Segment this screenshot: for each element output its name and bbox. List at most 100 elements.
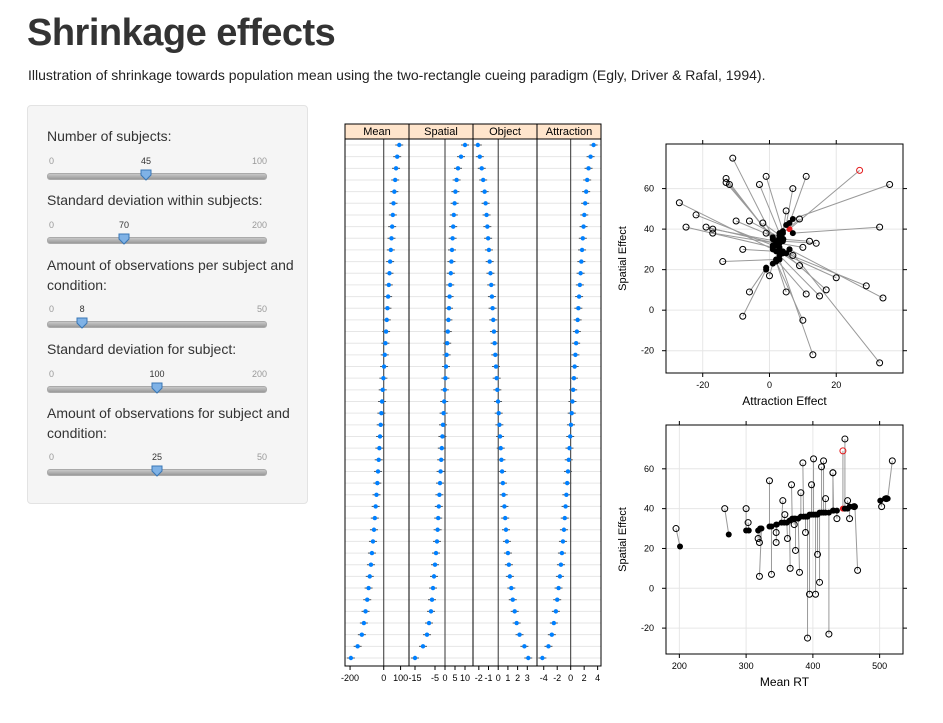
slider-track[interactable] <box>47 173 267 180</box>
data-point <box>445 341 450 346</box>
slider-handle[interactable] <box>151 382 163 394</box>
shrunk-point <box>763 266 770 273</box>
data-point <box>540 655 545 661</box>
raw-point <box>745 288 753 296</box>
raw-point <box>692 211 700 219</box>
data-point <box>581 224 586 229</box>
shrinkage-arrow <box>782 252 837 279</box>
data-point <box>483 201 488 206</box>
data-point <box>485 224 490 229</box>
shrunk-point <box>776 244 783 251</box>
shrunk-point <box>779 230 786 237</box>
data-point <box>551 620 557 626</box>
x-tick-label: 4 <box>595 673 600 683</box>
page-title: Shrinkage effects <box>27 12 336 54</box>
shrinkage-arrow <box>749 220 780 238</box>
slider-handle[interactable] <box>140 169 152 181</box>
raw-point <box>782 207 790 215</box>
data-point <box>426 620 432 626</box>
data-point <box>458 154 464 159</box>
data-point <box>505 550 511 556</box>
panel-bg <box>473 139 537 666</box>
data-point <box>361 620 367 626</box>
data-point <box>559 550 565 556</box>
plot-border <box>665 424 904 655</box>
slider-track[interactable] <box>47 321 267 328</box>
slider-track[interactable] <box>47 237 267 244</box>
x-tick-label: -5 <box>431 673 439 683</box>
slider-min: 0 <box>49 304 55 314</box>
data-point <box>546 644 551 649</box>
data-point <box>491 329 497 334</box>
data-point <box>373 504 378 509</box>
slider-handle[interactable] <box>118 233 130 245</box>
raw-point <box>784 535 792 543</box>
data-point <box>497 434 503 439</box>
data-point <box>391 201 396 206</box>
data-point <box>442 399 447 404</box>
data-point <box>575 317 580 323</box>
data-point <box>487 259 492 264</box>
raw-point <box>755 572 763 580</box>
data-point <box>495 399 501 404</box>
raw-point <box>729 154 737 162</box>
raw-point <box>806 237 814 245</box>
obs-for-subject-slider[interactable]: 0 50 25 <box>47 452 267 482</box>
raw-point <box>812 239 820 247</box>
x-axis-label: Attraction Effect <box>742 394 827 408</box>
shrinkage-arrow <box>789 520 791 569</box>
data-point <box>439 445 444 451</box>
data-point <box>374 492 379 497</box>
subjects-slider[interactable]: 0 100 45 <box>47 156 267 186</box>
data-point <box>503 527 509 532</box>
y-tick-label: 0 <box>649 305 654 315</box>
data-point <box>482 189 487 194</box>
data-point <box>383 329 389 334</box>
slider-min: 0 <box>49 156 55 166</box>
y-tick-label: 40 <box>644 504 654 514</box>
shrunk-point <box>830 507 837 514</box>
data-point <box>359 632 365 637</box>
data-point <box>572 364 577 369</box>
data-point <box>424 632 430 637</box>
shrinkage-arrow <box>775 261 787 293</box>
x-tick-label: 100 <box>393 673 408 683</box>
raw-point <box>854 566 862 574</box>
slider-min: 0 <box>49 369 55 379</box>
slider-handle[interactable] <box>76 317 88 329</box>
x-tick-label: 200 <box>672 661 687 671</box>
sd-within-slider[interactable]: 0 200 70 <box>47 220 267 250</box>
data-point <box>446 306 452 311</box>
data-point <box>568 422 574 428</box>
sd-subject-slider[interactable]: 0 200 100 <box>47 369 267 399</box>
data-point <box>514 620 519 626</box>
scatter-attraction-spatial: -20 0 20 -20 0 20 40 60 Attraction Effect Spatial… <box>617 140 907 408</box>
slider-handle[interactable] <box>151 465 163 477</box>
data-point <box>574 329 580 334</box>
data-point <box>576 306 581 311</box>
raw-point <box>732 217 740 225</box>
shrinkage-arrow <box>797 518 801 573</box>
data-point <box>397 142 402 148</box>
data-point <box>379 410 384 416</box>
data-point <box>507 574 513 579</box>
slider-max: 50 <box>256 452 267 462</box>
shrunk-point <box>773 521 780 528</box>
data-point <box>436 515 441 521</box>
x-tick-label: 0 <box>568 673 573 683</box>
data-point <box>489 282 494 288</box>
data-point <box>564 492 569 497</box>
data-point <box>565 469 571 474</box>
slider-value: 70 <box>118 220 130 230</box>
data-point <box>557 574 563 579</box>
data-point <box>454 177 459 183</box>
slider-max: 100 <box>251 156 267 166</box>
shrinkage-arrow <box>854 506 859 571</box>
data-point <box>498 445 503 451</box>
shrinkage-arrow <box>759 184 780 234</box>
obs-per-subject-slider[interactable]: 0 50 8 <box>47 304 267 334</box>
raw-point <box>745 217 753 225</box>
data-point <box>490 306 495 311</box>
raw-point <box>812 590 820 598</box>
raw-point <box>802 290 810 298</box>
